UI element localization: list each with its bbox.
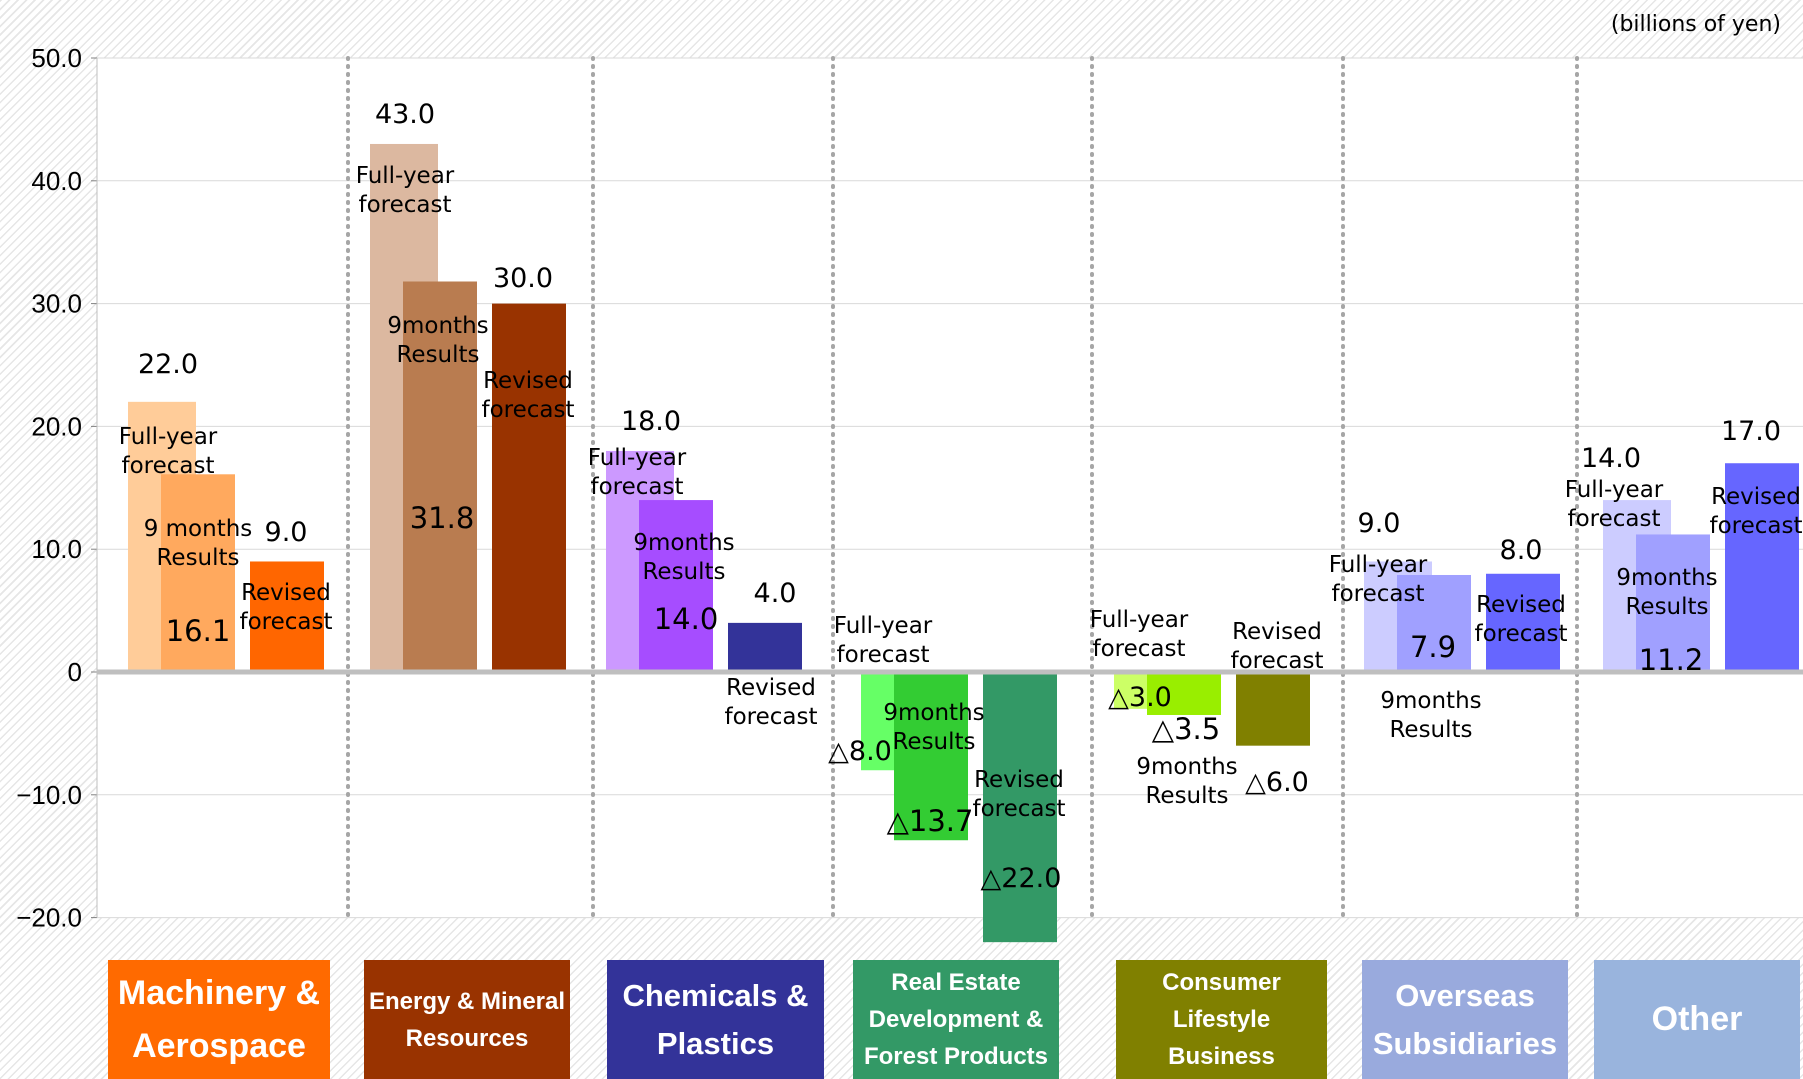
bar <box>1636 534 1710 672</box>
y-tick-label: 40.0 <box>31 166 82 196</box>
bar-caption: 9months <box>1380 688 1481 714</box>
y-tick-label: −20.0 <box>16 903 82 933</box>
bar-caption: forecast <box>1331 581 1424 607</box>
bar-caption: forecast <box>1474 621 1567 647</box>
bar-caption: forecast <box>836 642 929 668</box>
bar-caption: Revised <box>1232 619 1322 645</box>
bar-caption: forecast <box>1092 636 1185 662</box>
bar-caption: 9 months <box>144 516 253 542</box>
y-tick-label: −10.0 <box>16 780 82 810</box>
y-tick-label: 30.0 <box>31 289 82 319</box>
bar-caption: Results <box>1389 717 1472 743</box>
bar-caption: Full-year <box>1329 552 1428 578</box>
bar-caption: 9months <box>1136 754 1237 780</box>
bar <box>492 303 566 672</box>
bar-caption: Results <box>892 729 975 755</box>
y-tick-label: 20.0 <box>31 411 82 441</box>
bars <box>97 143 1803 943</box>
bar-caption: 9months <box>633 530 734 556</box>
bar-caption: Revised <box>726 675 816 701</box>
data-label: 14.0 <box>1581 443 1641 474</box>
bar-caption: forecast <box>972 796 1065 822</box>
bar <box>1486 573 1560 672</box>
bar-caption: Full-year <box>1565 477 1664 503</box>
category-label: Other <box>1594 960 1800 1079</box>
bar-caption: 9months <box>387 313 488 339</box>
bar <box>161 474 235 672</box>
y-tick-label: 50.0 <box>31 43 82 73</box>
data-label: 7.9 <box>1410 630 1456 664</box>
data-label: △13.7 <box>887 804 974 838</box>
data-label: 14.0 <box>654 602 719 636</box>
bar <box>894 672 968 841</box>
bar-caption: 9months <box>1616 565 1717 591</box>
bar-caption: Results <box>1625 594 1708 620</box>
bar-caption: forecast <box>121 453 214 479</box>
data-label: 4.0 <box>754 578 797 609</box>
bar-caption: Results <box>156 545 239 571</box>
bar-caption: Full-year <box>834 613 933 639</box>
category-label: Real Estate Development & Forest Product… <box>853 960 1059 1079</box>
data-labels: 22.0 Full-year forecast 16.1 9 months Results… <box>119 99 1803 894</box>
bar <box>983 672 1057 943</box>
category-label: Energy & Mineral Resources <box>364 960 570 1079</box>
bar-caption: Revised <box>241 580 331 606</box>
bar-caption: Revised <box>1711 484 1801 510</box>
data-label: 43.0 <box>375 99 435 130</box>
bar-caption: Full-year <box>588 445 687 471</box>
bar-caption: forecast <box>590 474 683 500</box>
bar <box>1725 463 1799 672</box>
bar-caption: Revised <box>483 368 573 394</box>
data-label: △22.0 <box>981 863 1062 894</box>
unit-label: (billions of yen) <box>1610 12 1781 37</box>
data-label: 17.0 <box>1721 416 1781 447</box>
data-label: 18.0 <box>621 406 681 437</box>
data-label: 30.0 <box>493 263 553 294</box>
bar-caption: forecast <box>1567 506 1660 532</box>
bar <box>1236 672 1310 746</box>
y-tick-label: 10.0 <box>31 534 82 564</box>
bar <box>728 622 802 672</box>
bar-caption: 9months <box>883 700 984 726</box>
data-label: 31.8 <box>410 501 475 535</box>
bar-caption: Full-year <box>1090 607 1189 633</box>
data-label: △3.0 <box>1108 682 1172 713</box>
bar-caption: Results <box>396 342 479 368</box>
bar-caption: forecast <box>724 704 817 730</box>
y-axis-ticks: 50.0 40.0 30.0 20.0 10.0 0 −10.0 −20.0 <box>16 43 98 933</box>
data-label: 11.2 <box>1639 643 1704 677</box>
bar <box>250 561 324 672</box>
data-label: 22.0 <box>138 349 198 380</box>
bar-caption: Revised <box>974 767 1064 793</box>
bar-caption: Full-year <box>119 424 218 450</box>
data-label: 8.0 <box>1500 535 1543 566</box>
bar <box>1147 672 1221 715</box>
data-label: 9.0 <box>1358 508 1401 539</box>
bar-caption: forecast <box>358 192 451 218</box>
bar-caption: Revised <box>1476 592 1566 618</box>
category-label: Overseas Subsidiaries <box>1362 960 1568 1079</box>
bar-caption: forecast <box>481 397 574 423</box>
bar-caption: Full-year <box>356 163 455 189</box>
data-label: 9.0 <box>265 517 308 548</box>
y-tick-label: 0 <box>68 657 82 687</box>
category-label: Chemicals & Plastics <box>607 960 824 1079</box>
bar-caption: Results <box>642 559 725 585</box>
bar-caption: forecast <box>1709 513 1802 539</box>
bar <box>639 500 713 672</box>
data-label: △6.0 <box>1245 767 1309 798</box>
data-label: △3.5 <box>1152 712 1220 746</box>
category-separators <box>346 56 1579 922</box>
bar-caption: Results <box>1145 783 1228 809</box>
bar <box>1397 574 1471 672</box>
category-label: Machinery & Aerospace <box>108 960 330 1079</box>
bar-caption: forecast <box>1230 648 1323 674</box>
bar <box>403 281 477 672</box>
category-label: Consumer Lifestyle Business <box>1116 960 1327 1079</box>
bar-caption: forecast <box>239 609 332 635</box>
data-label: △8.0 <box>828 736 892 767</box>
data-label: 16.1 <box>166 614 231 648</box>
